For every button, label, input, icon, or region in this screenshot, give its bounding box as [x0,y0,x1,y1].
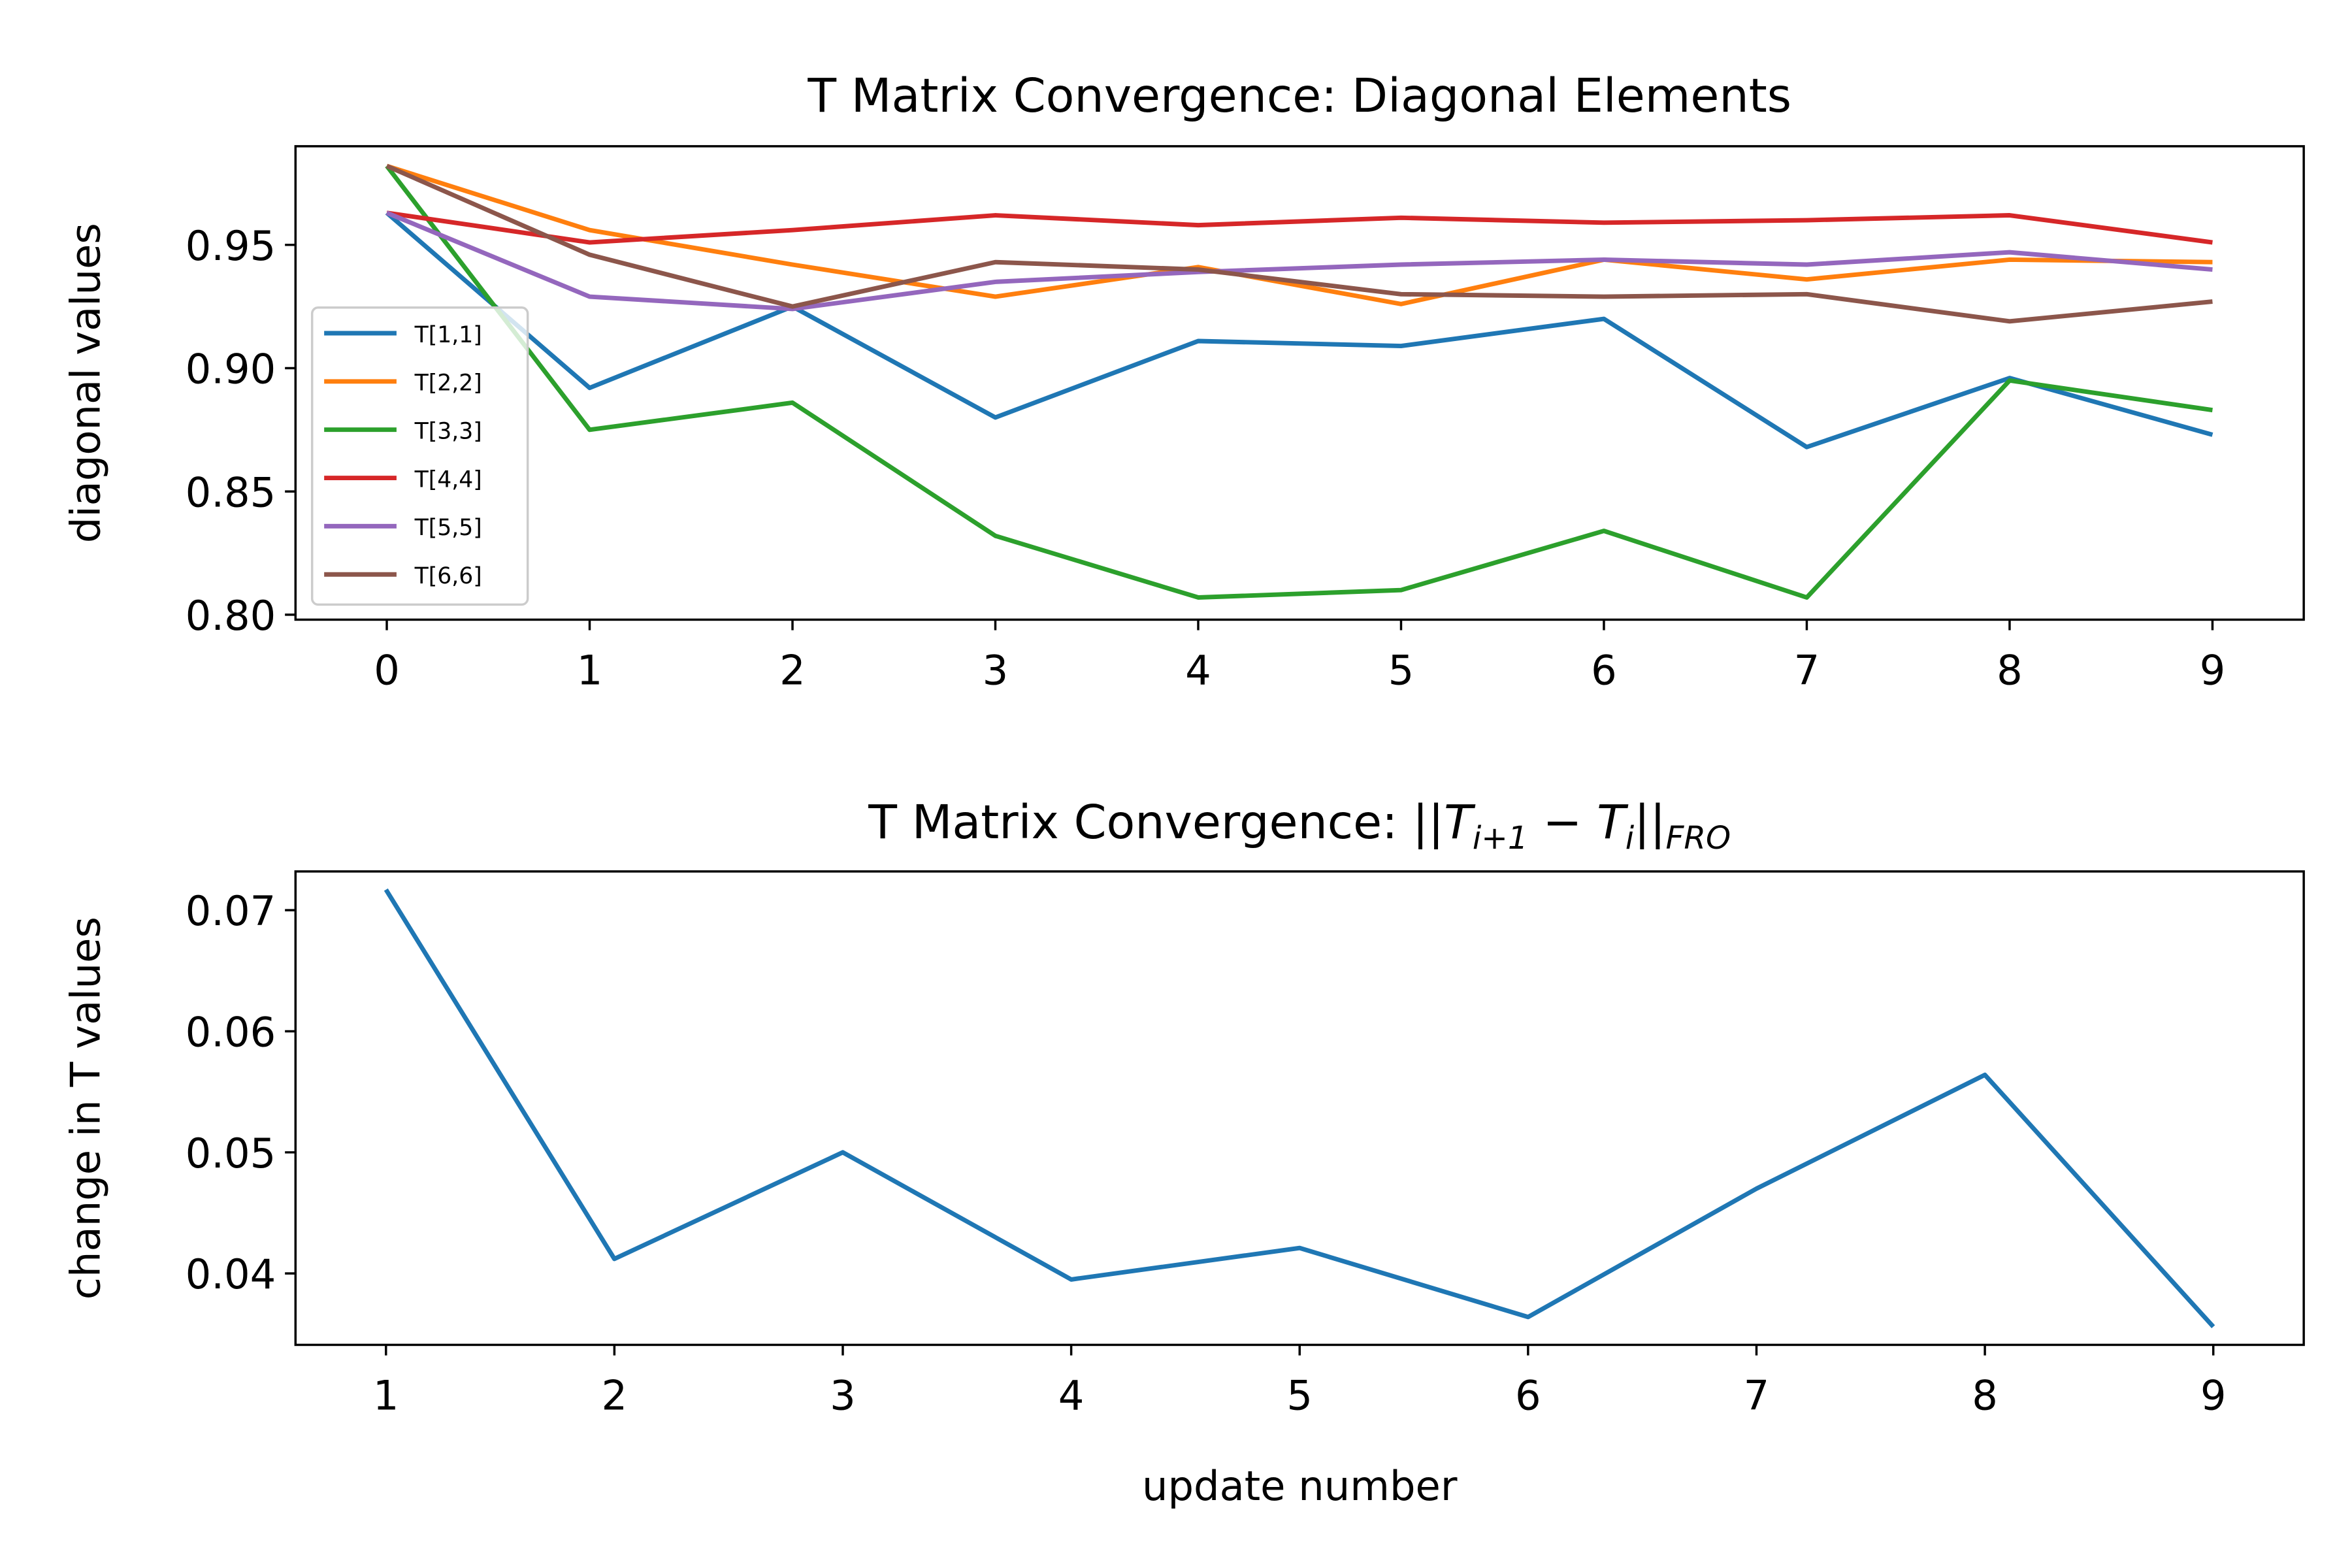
data-line [385,210,2213,312]
title-part: T Matrix Convergence: || [868,795,1444,850]
title-part: || [1634,795,1665,850]
chart-title: T Matrix Convergence: ||Ti+1 − Ti||FRO [868,795,1731,857]
data-line [386,210,2213,245]
legend-label: T[2,2] [414,370,482,397]
x-tick-label: 0 [374,647,400,694]
x-tick-label: 5 [1388,647,1414,694]
axes-frame [294,870,2305,1347]
legend-label: T[3,3] [414,419,482,445]
data-line [385,164,2213,600]
x-tick-label: 3 [830,1372,856,1420]
x-tick-label: 1 [577,647,603,694]
x-tick-label: 2 [779,647,806,694]
x-tick-label: 5 [1286,1372,1313,1420]
title-part: T [1597,795,1629,849]
x-tick-label: 2 [602,1372,628,1420]
title-part: i+1 [1473,820,1528,857]
x-tick-label: 9 [2200,1372,2227,1420]
x-tick-label: 3 [983,647,1009,694]
chart-title: T Matrix Convergence: Diagonal Elements [807,69,1791,123]
x-tick-label: 4 [1185,647,1211,694]
x-tick-label: 7 [1744,1372,1770,1420]
legend-label: T[1,1] [414,322,482,348]
legend: T[1,1] T[2,2] T[3,3] T[4,4] T[5,5] T[6,6] [310,306,529,606]
data-line [385,163,2213,324]
y-tick-label: 0.06 [186,1009,276,1056]
data-line [385,211,2213,449]
axes-frame [294,145,2305,621]
x-tick-label: 7 [1794,647,1820,694]
y-axis-label: diagonal values [61,223,109,543]
x-tick-label: 1 [373,1372,399,1420]
y-axis-label: change in T values [61,917,109,1299]
x-tick-label: 8 [1997,647,2023,694]
legend-label: T[6,6] [414,563,482,589]
x-tick-label: 6 [1591,647,1617,694]
x-tick-label: 4 [1058,1372,1085,1420]
y-tick-label: 0.85 [186,468,276,516]
x-tick-label: 9 [2200,647,2226,694]
data-line [384,888,2215,1328]
x-tick-label: 8 [1972,1372,1998,1420]
title-part: i [1625,820,1635,857]
legend-label: T[5,5] [414,515,482,541]
y-tick-label: 0.90 [186,346,276,393]
y-tick-label: 0.05 [186,1130,276,1177]
legend-label: T[4,4] [414,466,482,493]
y-tick-label: 0.04 [186,1250,276,1298]
y-tick-label: 0.95 [186,222,276,270]
data-line [385,163,2213,306]
legend-box [310,306,529,606]
y-tick-label: 0.07 [186,887,276,935]
x-tick-label: 6 [1515,1372,1541,1420]
x-axis-label: update number [1142,1462,1458,1510]
title-part: FRO [1665,820,1731,857]
title-part: − [1528,795,1597,849]
y-tick-label: 0.80 [186,592,276,640]
title-part: T [1444,795,1476,849]
